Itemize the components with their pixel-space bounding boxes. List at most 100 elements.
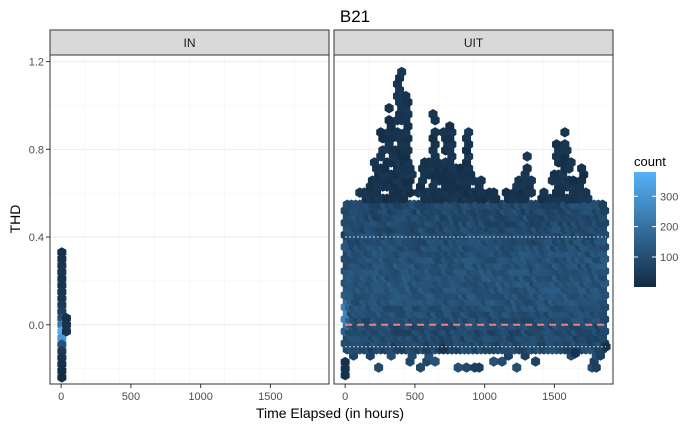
x-tick-label: 1000 [472, 391, 496, 403]
x-tick-label: 1500 [258, 391, 282, 403]
hex-cell [340, 356, 350, 368]
facet-label: IN [184, 36, 196, 50]
colorbar-tick-label: 300 [660, 191, 678, 203]
hex-cell [415, 362, 425, 373]
hex-cell [438, 343, 448, 355]
hex-cell [568, 175, 578, 186]
hex-cell [445, 121, 455, 132]
hex-cell [340, 363, 350, 374]
hex-cell [522, 163, 532, 174]
hex-cell [539, 187, 549, 198]
hex-cell [57, 345, 67, 357]
hex-cell [61, 326, 71, 337]
hex-cell [57, 280, 67, 291]
hex-cell [497, 356, 507, 367]
hex-cell [430, 127, 440, 138]
hex-cell [392, 127, 402, 138]
y-axis-label: THD [7, 205, 23, 234]
hex-cell [560, 139, 570, 150]
panel-border [49, 54, 330, 385]
x-tick-label: 0 [342, 391, 348, 403]
colorbar-tick-label: 100 [660, 252, 678, 264]
legend-title: count [634, 154, 666, 169]
hex-cell [57, 372, 67, 383]
hex-cell [462, 362, 472, 373]
hex-cell [531, 356, 541, 367]
hex-cell [384, 102, 394, 114]
hex-cell [577, 163, 587, 174]
hex-cell [376, 127, 386, 138]
hex-cell [57, 286, 67, 298]
hex-cells [57, 247, 71, 383]
panel-in: IN 0 500 1000 1500 [49, 29, 330, 403]
x-tick-label: 1500 [542, 391, 566, 403]
colorbar-tick-label: 200 [660, 222, 678, 234]
hex-cell [545, 193, 555, 204]
colorbar [634, 172, 656, 287]
hex-cell [57, 365, 67, 377]
hex-cell [570, 348, 580, 359]
hex-cell [474, 362, 484, 373]
y-tick-label: 0.8 [29, 144, 44, 156]
hex-cell [401, 90, 411, 102]
hex-cell [57, 332, 67, 344]
hex-cell [560, 127, 570, 138]
hex-cell [359, 187, 369, 198]
hex-cell [428, 109, 438, 120]
hex-cell [453, 362, 463, 373]
hex-cell [552, 139, 562, 150]
hex-cell [57, 260, 67, 271]
hex-cell [489, 187, 499, 198]
hex-cell [384, 115, 394, 126]
hex-cell [57, 339, 67, 350]
hex-cell [566, 157, 576, 168]
facet-label: UIT [464, 36, 484, 50]
hex-cell [430, 356, 440, 367]
hex-cell [57, 247, 67, 258]
hex-cell [378, 145, 388, 156]
x-axis-label: Time Elapsed (in hours) [256, 405, 404, 421]
hex-cell [57, 359, 67, 370]
y-tick-label: 0.4 [29, 232, 44, 244]
hex-cell [526, 175, 536, 186]
hex-cell [455, 163, 465, 174]
hex-cell [501, 187, 511, 198]
hex-cell [57, 352, 67, 363]
hex-cell [581, 187, 591, 198]
y-tick-label: 0.0 [29, 320, 44, 332]
hex-cell [476, 175, 486, 186]
hex-cell [340, 370, 350, 381]
facet-strip [49, 29, 330, 56]
x-tick-label: 0 [58, 391, 64, 403]
hex-cell [61, 313, 71, 324]
y-tick-label: 1.2 [29, 57, 44, 69]
hex-cell [369, 157, 379, 168]
hex-cell [57, 306, 67, 317]
x-tick-label: 500 [406, 391, 424, 403]
legend: count 100 200 300 [634, 154, 678, 287]
panel-border [333, 54, 614, 385]
hex-cell [464, 127, 474, 138]
hex-cell [57, 293, 67, 304]
hex-cell [439, 127, 449, 138]
hex-cell [489, 356, 499, 367]
x-tick-label: 1000 [188, 391, 212, 403]
x-tick-label: 500 [122, 391, 140, 403]
facet-strip [333, 29, 614, 56]
grid [49, 55, 330, 384]
hex-cell [512, 362, 522, 373]
hex-cell [397, 66, 407, 78]
panel-uit: UIT 0 500 1000 1500 [333, 29, 614, 403]
hex-cell [61, 319, 71, 330]
hex-cell [514, 175, 524, 186]
hex-cell [522, 151, 532, 162]
hex-cell [57, 299, 67, 311]
hex-cell [57, 266, 67, 278]
chart-title: B21 [340, 7, 370, 26]
y-axis-ticks: 0.0 0.4 0.8 1.2 [29, 57, 50, 332]
hex-cell [374, 362, 384, 373]
hex-cell [57, 253, 67, 265]
hex-cell [57, 273, 67, 284]
hex-cell [598, 199, 608, 210]
